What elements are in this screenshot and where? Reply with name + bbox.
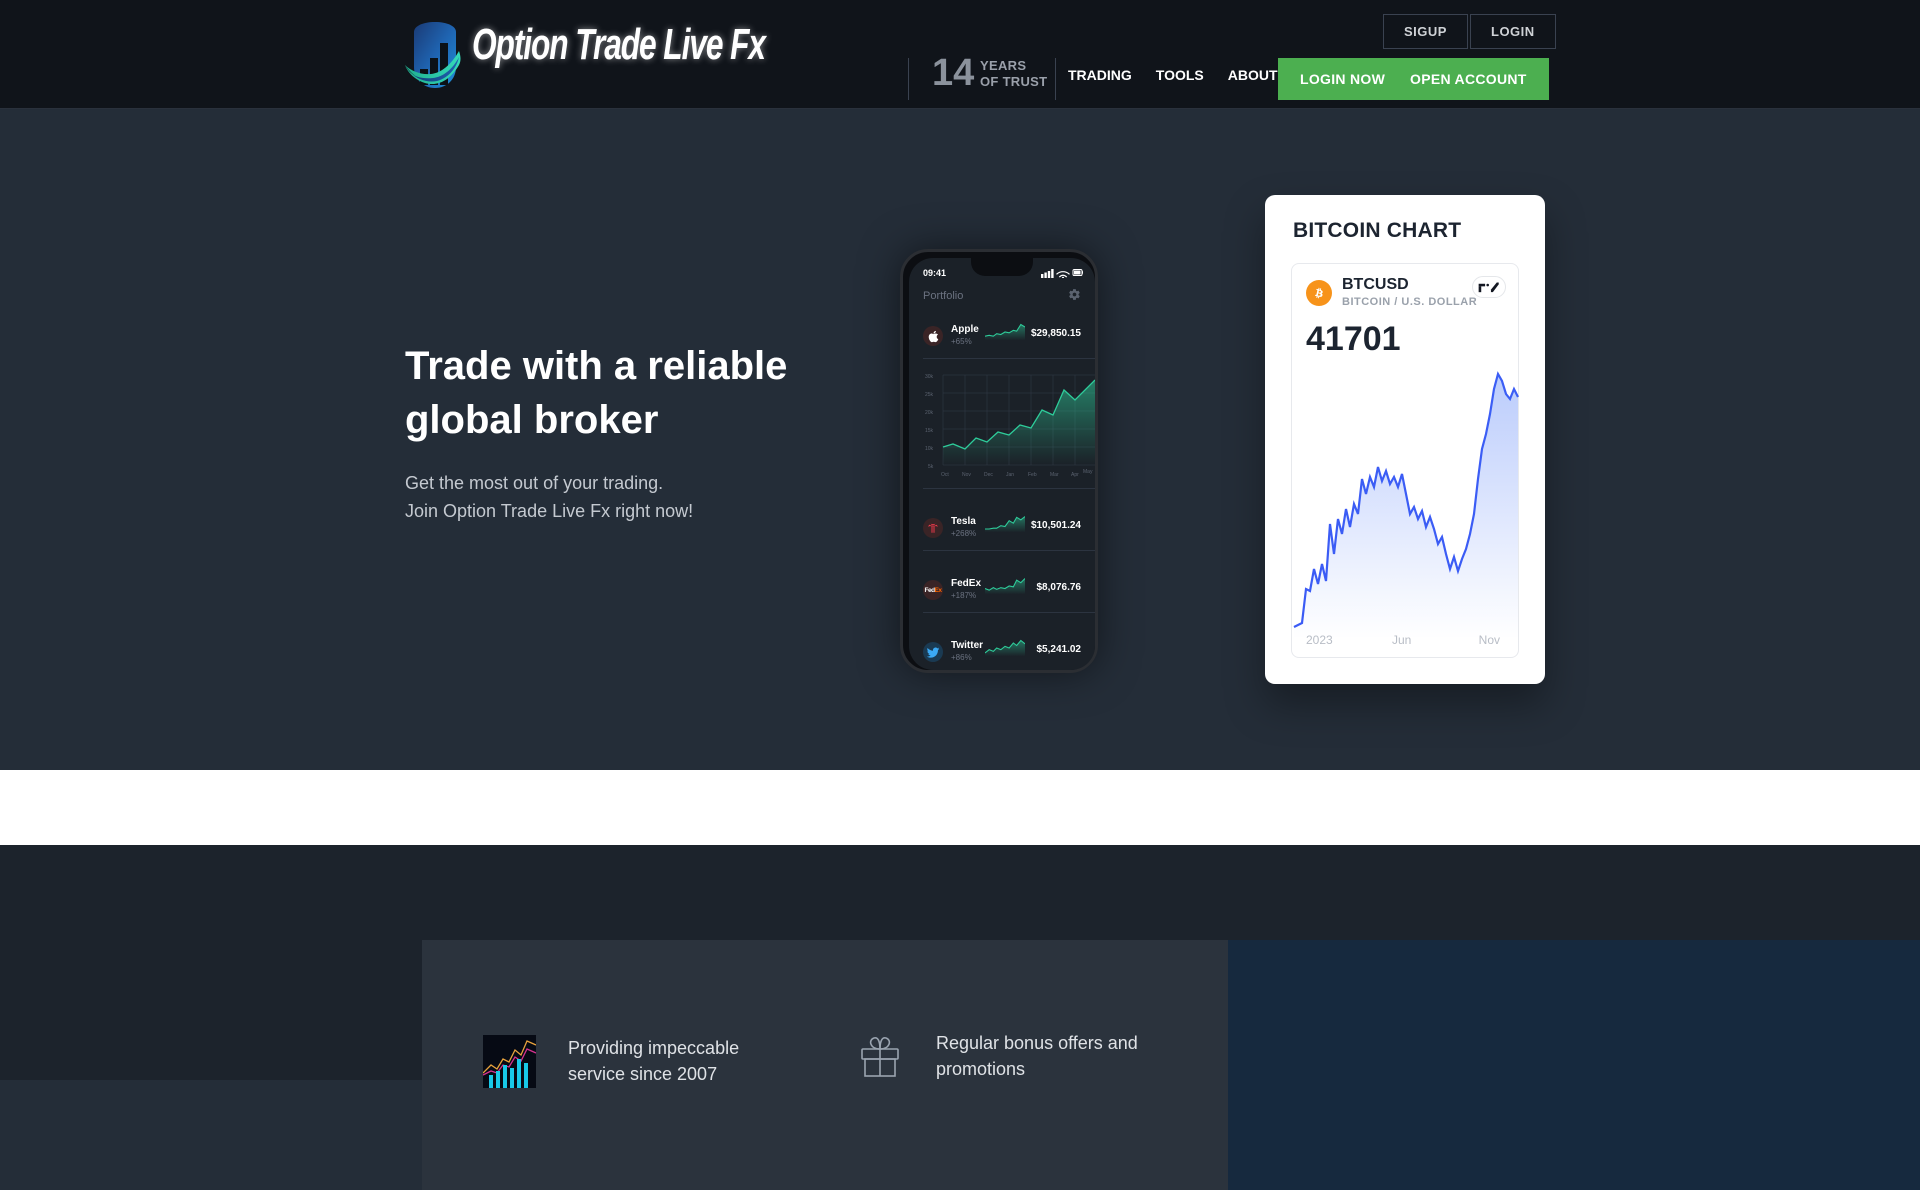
- svg-text:Nov: Nov: [962, 472, 971, 478]
- svg-text:Oct: Oct: [941, 472, 949, 478]
- svg-text:15k: 15k: [925, 428, 934, 434]
- svg-text:20k: 20k: [925, 410, 934, 416]
- svg-text:5k: 5k: [928, 464, 934, 470]
- svg-text:25k: 25k: [925, 392, 934, 398]
- svg-text:Mar: Mar: [1050, 472, 1059, 478]
- svg-text:10k: 10k: [925, 446, 934, 452]
- svg-text:Feb: Feb: [1028, 472, 1037, 478]
- svg-text:30k: 30k: [925, 374, 934, 380]
- svg-text:May: May: [1083, 469, 1093, 475]
- svg-text:Apr: Apr: [1071, 472, 1079, 478]
- svg-text:Dec: Dec: [984, 472, 993, 478]
- svg-text:Jan: Jan: [1006, 472, 1014, 478]
